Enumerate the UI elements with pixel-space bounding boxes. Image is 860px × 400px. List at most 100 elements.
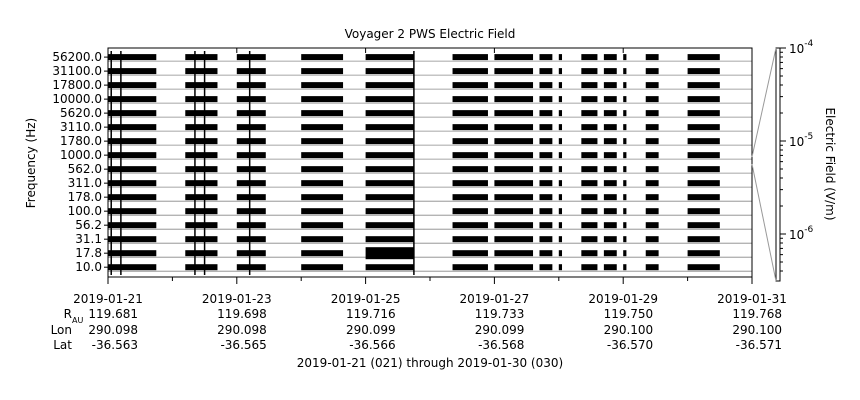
- data-band: [603, 124, 617, 131]
- data-band: [539, 110, 553, 117]
- data-band: [558, 82, 563, 89]
- ephemeris-value: 119.768: [732, 307, 782, 321]
- data-band: [558, 264, 563, 271]
- data-band: [185, 152, 218, 159]
- data-band: [539, 264, 553, 271]
- data-band: [645, 124, 659, 131]
- data-band: [185, 194, 218, 201]
- data-band: [603, 222, 617, 229]
- data-band: [603, 54, 617, 61]
- data-band: [603, 152, 617, 159]
- data-band: [645, 180, 659, 187]
- data-band: [452, 82, 488, 89]
- data-band: [581, 222, 598, 229]
- data-band: [494, 124, 534, 131]
- y-tick-label: 10000.0: [52, 92, 102, 106]
- data-band: [687, 236, 720, 243]
- data-band: [236, 96, 266, 103]
- data-band: [603, 96, 617, 103]
- data-band: [494, 152, 534, 159]
- data-band: [687, 82, 720, 89]
- data-band: [365, 166, 414, 173]
- data-band: [645, 152, 659, 159]
- data-band: [301, 208, 344, 215]
- data-band: [603, 208, 617, 215]
- data-band: [494, 54, 534, 61]
- data-band: [603, 68, 617, 75]
- data-band: [645, 96, 659, 103]
- data-band: [539, 68, 553, 75]
- data-band: [494, 264, 534, 271]
- data-band: [236, 54, 266, 61]
- data-band: [645, 166, 659, 173]
- data-band: [645, 54, 659, 61]
- ephemeris-value: -36.571: [736, 338, 782, 352]
- data-band: [365, 194, 414, 201]
- colorbar-tick-label: 10-6: [789, 225, 814, 242]
- y-tick-label: 17.8: [75, 246, 102, 260]
- data-band: [494, 82, 534, 89]
- ephemeris-value: -36.566: [349, 338, 395, 352]
- data-band: [108, 110, 157, 117]
- data-band: [236, 166, 266, 173]
- data-band: [581, 250, 598, 257]
- data-band: [558, 166, 563, 173]
- data-band: [603, 236, 617, 243]
- data-band: [365, 124, 414, 131]
- data-band: [365, 236, 414, 243]
- y-tick-label: 56200.0: [52, 50, 102, 64]
- colorbar-bar: [775, 47, 781, 282]
- data-band: [301, 180, 344, 187]
- data-band: [301, 166, 344, 173]
- y-tick-label: 1780.0: [60, 134, 102, 148]
- data-band: [623, 250, 627, 257]
- data-band: [236, 138, 266, 145]
- data-band: [539, 194, 553, 201]
- data-band: [494, 96, 534, 103]
- ephemeris-value: 290.098: [217, 323, 267, 337]
- x-tick-label: 2019-01-29: [588, 292, 658, 306]
- data-band: [539, 124, 553, 131]
- data-band: [558, 236, 563, 243]
- data-band: [108, 236, 157, 243]
- data-band: [185, 68, 218, 75]
- data-band: [623, 208, 627, 215]
- data-band: [494, 208, 534, 215]
- data-band: [365, 68, 414, 75]
- data-band: [603, 264, 617, 271]
- data-band: [558, 208, 563, 215]
- data-band: [603, 250, 617, 257]
- data-band: [623, 68, 627, 75]
- data-band: [581, 96, 598, 103]
- ephemeris-value: 119.750: [604, 307, 654, 321]
- data-band: [365, 82, 414, 89]
- data-band: [539, 54, 553, 61]
- y-tick-label: 1000.0: [60, 148, 102, 162]
- data-band: [236, 82, 266, 89]
- colorbar: 10-4 10-5 10-6: [751, 39, 814, 282]
- data-band: [236, 250, 266, 257]
- y-tick-label: 3110.0: [60, 120, 102, 134]
- data-band: [539, 152, 553, 159]
- y-tick-label: 311.0: [68, 176, 102, 190]
- ephemeris-value: 119.733: [475, 307, 525, 321]
- data-band: [365, 180, 414, 187]
- data-band: [645, 264, 659, 271]
- data-band: [365, 208, 414, 215]
- data-band: [645, 208, 659, 215]
- data-band: [687, 180, 720, 187]
- ephemeris-table: R AULonLat119.681290.098-36.563119.698290…: [51, 307, 782, 352]
- data-band: [301, 250, 344, 257]
- data-band: [603, 138, 617, 145]
- data-band: [687, 138, 720, 145]
- data-band: [365, 110, 414, 117]
- data-band: [558, 96, 563, 103]
- data-band: [558, 194, 563, 201]
- data-band: [539, 208, 553, 215]
- colorbar-connector-bottom: [751, 163, 777, 282]
- data-band: [236, 264, 266, 271]
- data-band: [301, 138, 344, 145]
- ephemeris-label-r-sub: AU: [72, 316, 83, 325]
- ephemeris-value: 290.100: [732, 323, 782, 337]
- data-band: [687, 194, 720, 201]
